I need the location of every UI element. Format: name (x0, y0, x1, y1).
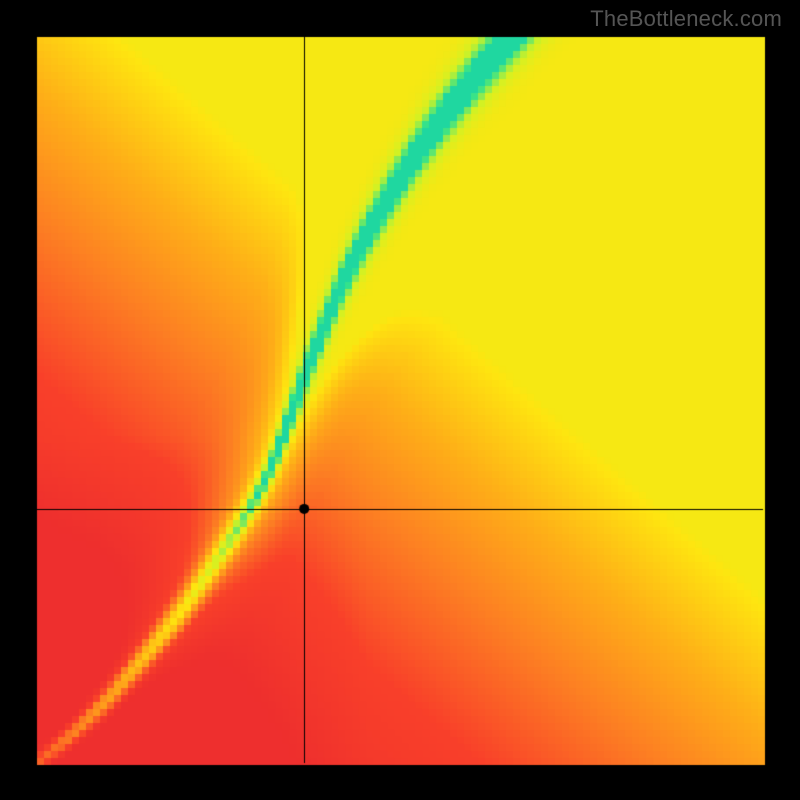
chart-root: { "watermark": { "text": "TheBottleneck.… (0, 0, 800, 800)
bottleneck-heatmap (0, 0, 800, 800)
watermark-text: TheBottleneck.com (590, 6, 782, 32)
